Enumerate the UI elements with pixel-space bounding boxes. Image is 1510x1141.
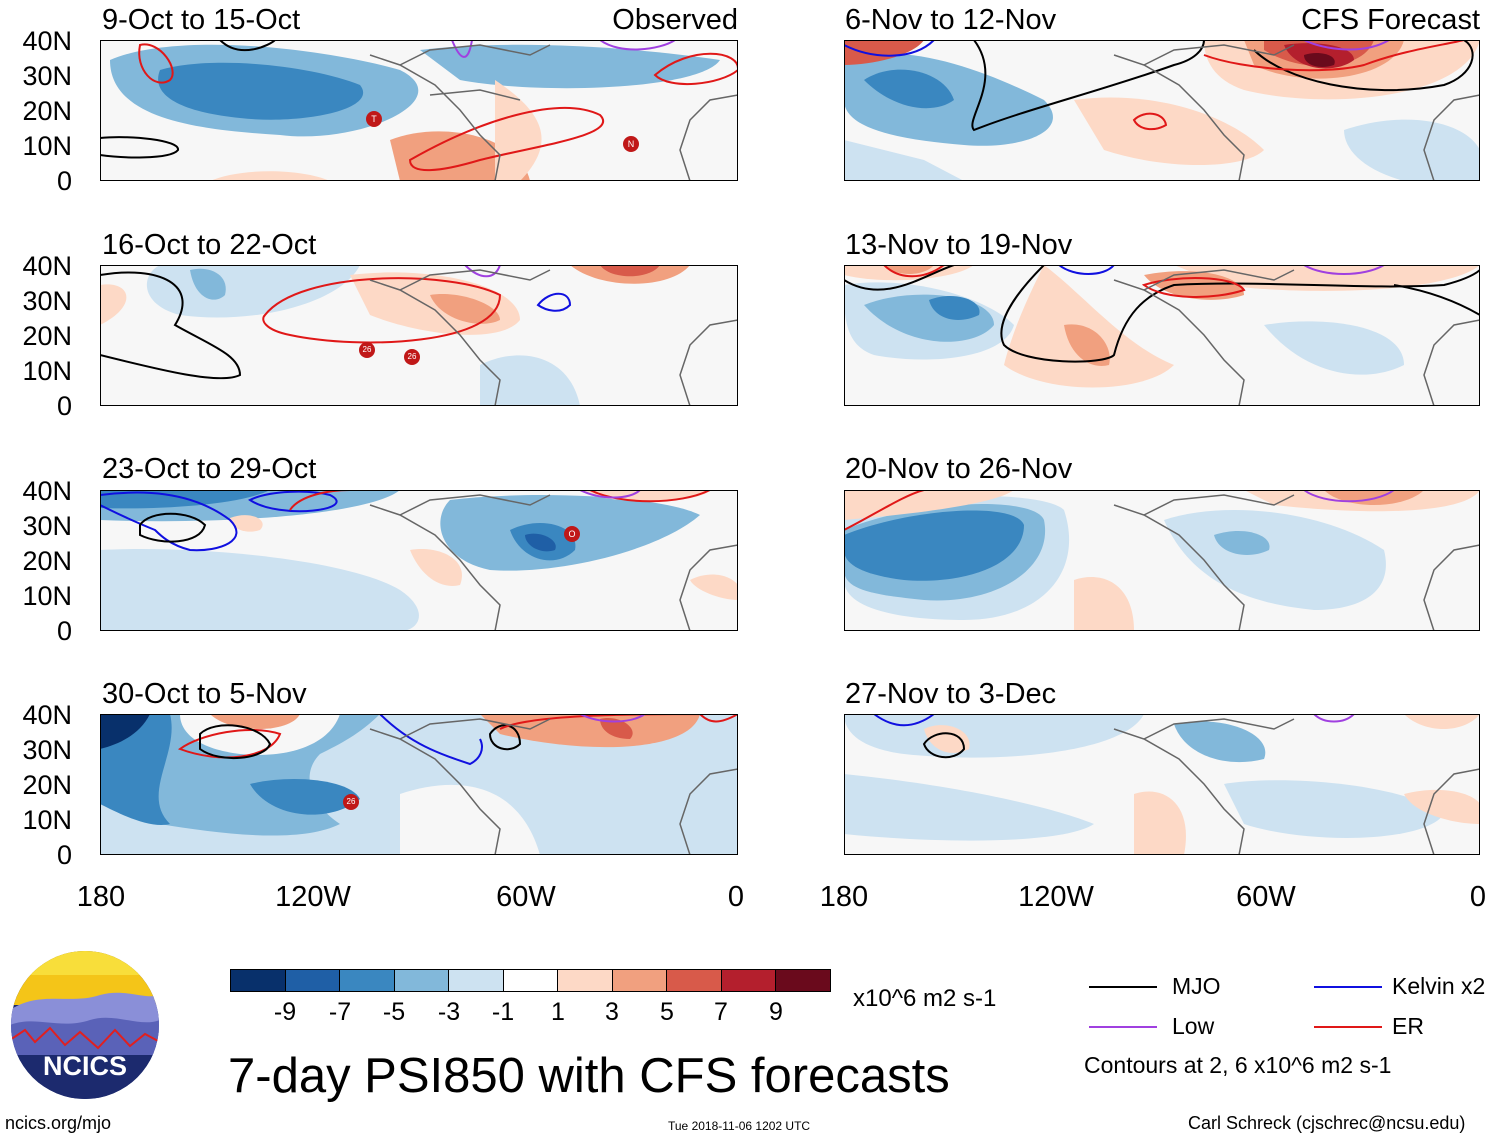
lat-label: 20N	[22, 546, 72, 576]
panel-title: 27-Nov to 3-Dec	[845, 678, 1057, 710]
panel-title: 20-Nov to 26-Nov	[845, 453, 1073, 485]
map-panel	[844, 714, 1480, 855]
colorbar-tick: -7	[328, 998, 352, 1026]
lat-label: 30N	[22, 735, 72, 765]
storm-marker: N	[623, 136, 639, 152]
lat-label: 0	[56, 166, 72, 196]
lat-label: 20N	[22, 770, 72, 800]
lat-label: 10N	[22, 581, 72, 611]
colorbar-swatch	[721, 970, 777, 991]
lat-label: 40N	[22, 476, 72, 506]
colorbar-tick: -9	[273, 998, 297, 1026]
ncics-logo	[11, 951, 159, 1099]
observed-tag: Observed	[612, 4, 738, 36]
legend-label-er: ER	[1392, 1013, 1424, 1039]
lat-label: 0	[56, 840, 72, 870]
colorbar-tick: 1	[551, 998, 565, 1026]
lon-label: 60W	[496, 881, 556, 913]
lat-label: 40N	[22, 700, 72, 730]
lat-label: 30N	[22, 511, 72, 541]
lon-label: 120W	[1018, 881, 1094, 913]
main-title: 7-day PSI850 with CFS forecasts	[228, 1049, 950, 1103]
legend-line-mjo	[1089, 986, 1157, 988]
lon-label: 0	[727, 881, 745, 913]
timestamp: Tue 2018-11-06 1202 UTC	[668, 1119, 811, 1133]
colorbar-tick: 9	[769, 998, 783, 1026]
map-panel	[844, 40, 1480, 181]
lat-label: 0	[56, 391, 72, 421]
lat-label: 30N	[22, 286, 72, 316]
credit: Carl Schreck (cjschrec@ncsu.edu)	[1188, 1113, 1466, 1133]
colorbar-tick: -3	[437, 998, 461, 1026]
storm-marker: 26	[404, 349, 420, 365]
panel-title: 16-Oct to 22-Oct	[102, 229, 317, 261]
lat-label: 40N	[22, 251, 72, 281]
colorbar-tick: 5	[660, 998, 674, 1026]
lon-label: 180	[76, 881, 126, 913]
legend-label-mjo: MJO	[1172, 973, 1221, 999]
colorbar-swatch	[776, 970, 831, 991]
storm-marker: O	[564, 526, 580, 542]
colorbar-swatch	[340, 970, 395, 991]
colorbar-tick: 7	[714, 998, 728, 1026]
colorbar-swatch	[285, 970, 341, 991]
colorbar-units: x10^6 m2 s-1	[853, 985, 997, 1012]
legend-label-kelvin: Kelvin x2	[1392, 973, 1486, 999]
colorbar-swatch	[394, 970, 450, 991]
legend-line-low	[1089, 1026, 1157, 1028]
lon-label: 60W	[1236, 881, 1296, 913]
forecast-tag: CFS Forecast	[1301, 4, 1480, 36]
colorbar-swatch	[231, 970, 286, 991]
contours-note: Contours at 2, 6 x10^6 m2 s-1	[1084, 1052, 1392, 1078]
map-panel	[844, 490, 1480, 631]
legend-label-low: Low	[1172, 1013, 1215, 1039]
logo-text: NCICS	[42, 1051, 127, 1081]
storm-marker: 26	[359, 342, 375, 358]
colorbar-swatch	[558, 970, 613, 991]
lat-label: 20N	[22, 96, 72, 126]
panel-title: 23-Oct to 29-Oct	[102, 453, 317, 485]
map-panel	[100, 265, 738, 406]
colorbar-swatch	[449, 970, 504, 991]
lon-label: 0	[1469, 881, 1487, 913]
colorbar-tick: -1	[491, 998, 515, 1026]
map-panel	[100, 40, 738, 181]
colorbar-tick: 3	[605, 998, 619, 1026]
colorbar-tick: -5	[382, 998, 406, 1026]
colorbar-swatch	[503, 970, 559, 991]
panel-title: 9-Oct to 15-Oct	[102, 4, 301, 36]
panel-title: 30-Oct to 5-Nov	[102, 678, 307, 710]
lat-label: 30N	[22, 61, 72, 91]
map-panel	[100, 714, 738, 855]
lat-label: 10N	[22, 356, 72, 386]
map-panel	[100, 490, 738, 631]
storm-marker: 26	[343, 794, 359, 810]
lat-label: 40N	[22, 26, 72, 56]
legend-line-kelvin	[1314, 986, 1382, 988]
lat-label: 20N	[22, 321, 72, 351]
lat-label: 10N	[22, 805, 72, 835]
panel-title: 13-Nov to 19-Nov	[845, 229, 1073, 261]
colorbar-swatch	[667, 970, 722, 991]
lon-label: 180	[819, 881, 869, 913]
colorbar-swatch	[612, 970, 668, 991]
lon-label: 120W	[275, 881, 351, 913]
map-panel	[844, 265, 1480, 406]
colorbar	[230, 969, 831, 992]
panel-title: 6-Nov to 12-Nov	[845, 4, 1057, 36]
lat-label: 10N	[22, 131, 72, 161]
site-url[interactable]: ncics.org/mjo	[5, 1113, 112, 1133]
lat-label: 0	[56, 616, 72, 646]
storm-marker: T	[366, 111, 382, 127]
legend-line-er	[1314, 1026, 1382, 1028]
